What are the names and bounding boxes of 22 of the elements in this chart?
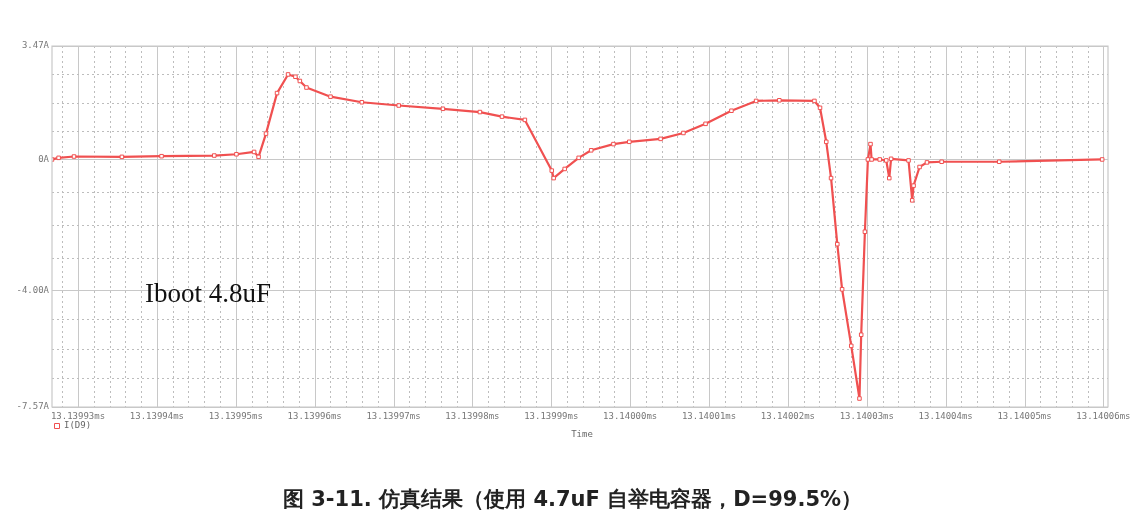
x-tick-label: 13.13993ms [50, 410, 106, 421]
x-tick-label: 13.14006ms [1076, 410, 1131, 421]
x-tick-label: 13.13999ms [524, 410, 579, 421]
legend-label: I(D9) [64, 420, 92, 431]
x-tick-label: 13.14002ms [760, 410, 816, 421]
y-tick-label: 0A [38, 153, 50, 164]
x-tick-label: 13.14001ms [681, 410, 737, 421]
x-tick-label: 13.14003ms [839, 410, 894, 421]
caption: 图 3-11. 仿真结果（使用 4.7uF 自举电容器，D=99.5%） [281, 486, 864, 513]
x-tick-label: 13.14004ms [918, 410, 973, 421]
x-tick-label: 13.14000ms [603, 410, 658, 421]
y-tick-label: -7.57A [16, 401, 50, 412]
x-tick-label: 13.14005ms [997, 410, 1052, 421]
x-axis-title: Time [571, 429, 593, 440]
x-tick-label: 13.13994ms [129, 410, 184, 421]
x-tick-label: 13.13997ms [366, 410, 421, 421]
y-tick-label: 3.47A [21, 40, 50, 51]
x-tick-label: 13.13998ms [445, 410, 500, 421]
y-tick-label: -4.00A [16, 284, 50, 295]
x-tick-label: 13.13995ms [208, 410, 263, 421]
x-tick-label: 13.13996ms [287, 410, 342, 421]
annotation: Iboot 4.8uF [145, 278, 272, 308]
